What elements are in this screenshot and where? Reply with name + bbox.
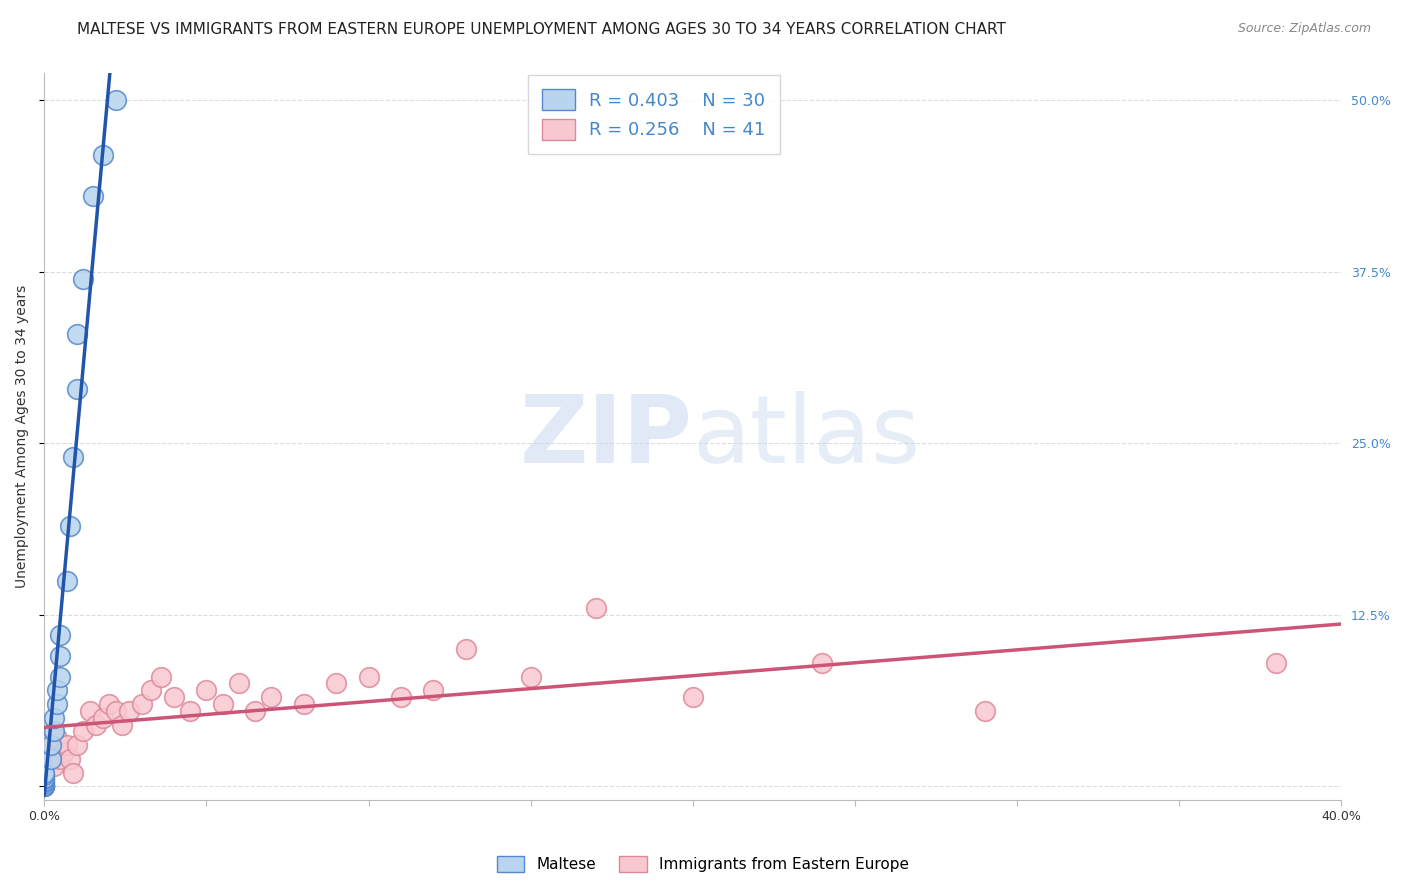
Point [59,518,82,533]
Point [32,775,55,789]
Point [98,697,121,711]
Point [228,676,250,690]
Point [179,704,201,718]
Point [42,758,65,772]
Point [62,450,84,464]
Point [39,745,62,759]
Point [195,683,218,698]
Text: Source: ZipAtlas.com: Source: ZipAtlas.com [1237,22,1371,36]
Point [211,697,233,711]
Point [357,670,380,684]
Point [82,189,104,203]
Point [32,780,55,794]
Point [117,704,139,718]
Point [292,697,315,711]
Point [49,648,72,663]
Point [52,745,75,759]
Y-axis label: Unemployment Among Ages 30 to 34 years: Unemployment Among Ages 30 to 34 years [15,285,30,588]
Point [32,738,55,752]
Point [49,752,72,766]
Point [104,94,127,108]
Point [32,780,55,794]
Point [32,752,55,766]
Point [682,690,704,705]
Legend: Maltese, Immigrants from Eastern Europe: Maltese, Immigrants from Eastern Europe [489,848,917,880]
Point [79,704,101,718]
Point [32,780,55,794]
Point [32,780,55,794]
Point [42,724,65,739]
Point [104,704,127,718]
Text: MALTESE VS IMMIGRANTS FROM EASTERN EUROPE UNEMPLOYMENT AMONG AGES 30 TO 34 YEARS: MALTESE VS IMMIGRANTS FROM EASTERN EUROP… [77,22,1007,37]
Point [46,697,69,711]
Point [56,738,79,752]
Point [84,717,107,731]
Point [32,765,55,780]
Point [39,738,62,752]
Point [163,690,186,705]
Point [59,752,82,766]
Point [1265,656,1288,670]
Point [32,771,55,785]
Point [46,683,69,698]
Point [811,656,834,670]
Point [66,326,89,341]
Point [422,683,444,698]
Point [141,683,163,698]
Point [91,148,114,162]
Point [66,738,89,752]
Point [39,752,62,766]
Point [111,717,134,731]
Point [150,670,173,684]
Point [49,628,72,642]
Point [32,772,55,787]
Point [519,670,541,684]
Text: atlas: atlas [693,391,921,483]
Point [32,768,55,782]
Point [72,272,94,286]
Legend: R = 0.403    N = 30, R = 0.256    N = 41: R = 0.403 N = 30, R = 0.256 N = 41 [527,75,780,154]
Point [585,601,607,615]
Point [66,382,89,396]
Point [243,704,266,718]
Point [32,773,55,788]
Point [42,711,65,725]
Point [32,780,55,794]
Point [62,765,84,780]
Point [325,676,347,690]
Point [72,724,94,739]
Point [973,704,995,718]
Point [91,711,114,725]
Point [56,574,79,588]
Point [46,731,69,746]
Point [131,697,153,711]
Text: ZIP: ZIP [520,391,693,483]
Point [32,776,55,790]
Point [260,690,283,705]
Point [49,670,72,684]
Point [454,642,477,657]
Point [389,690,412,705]
